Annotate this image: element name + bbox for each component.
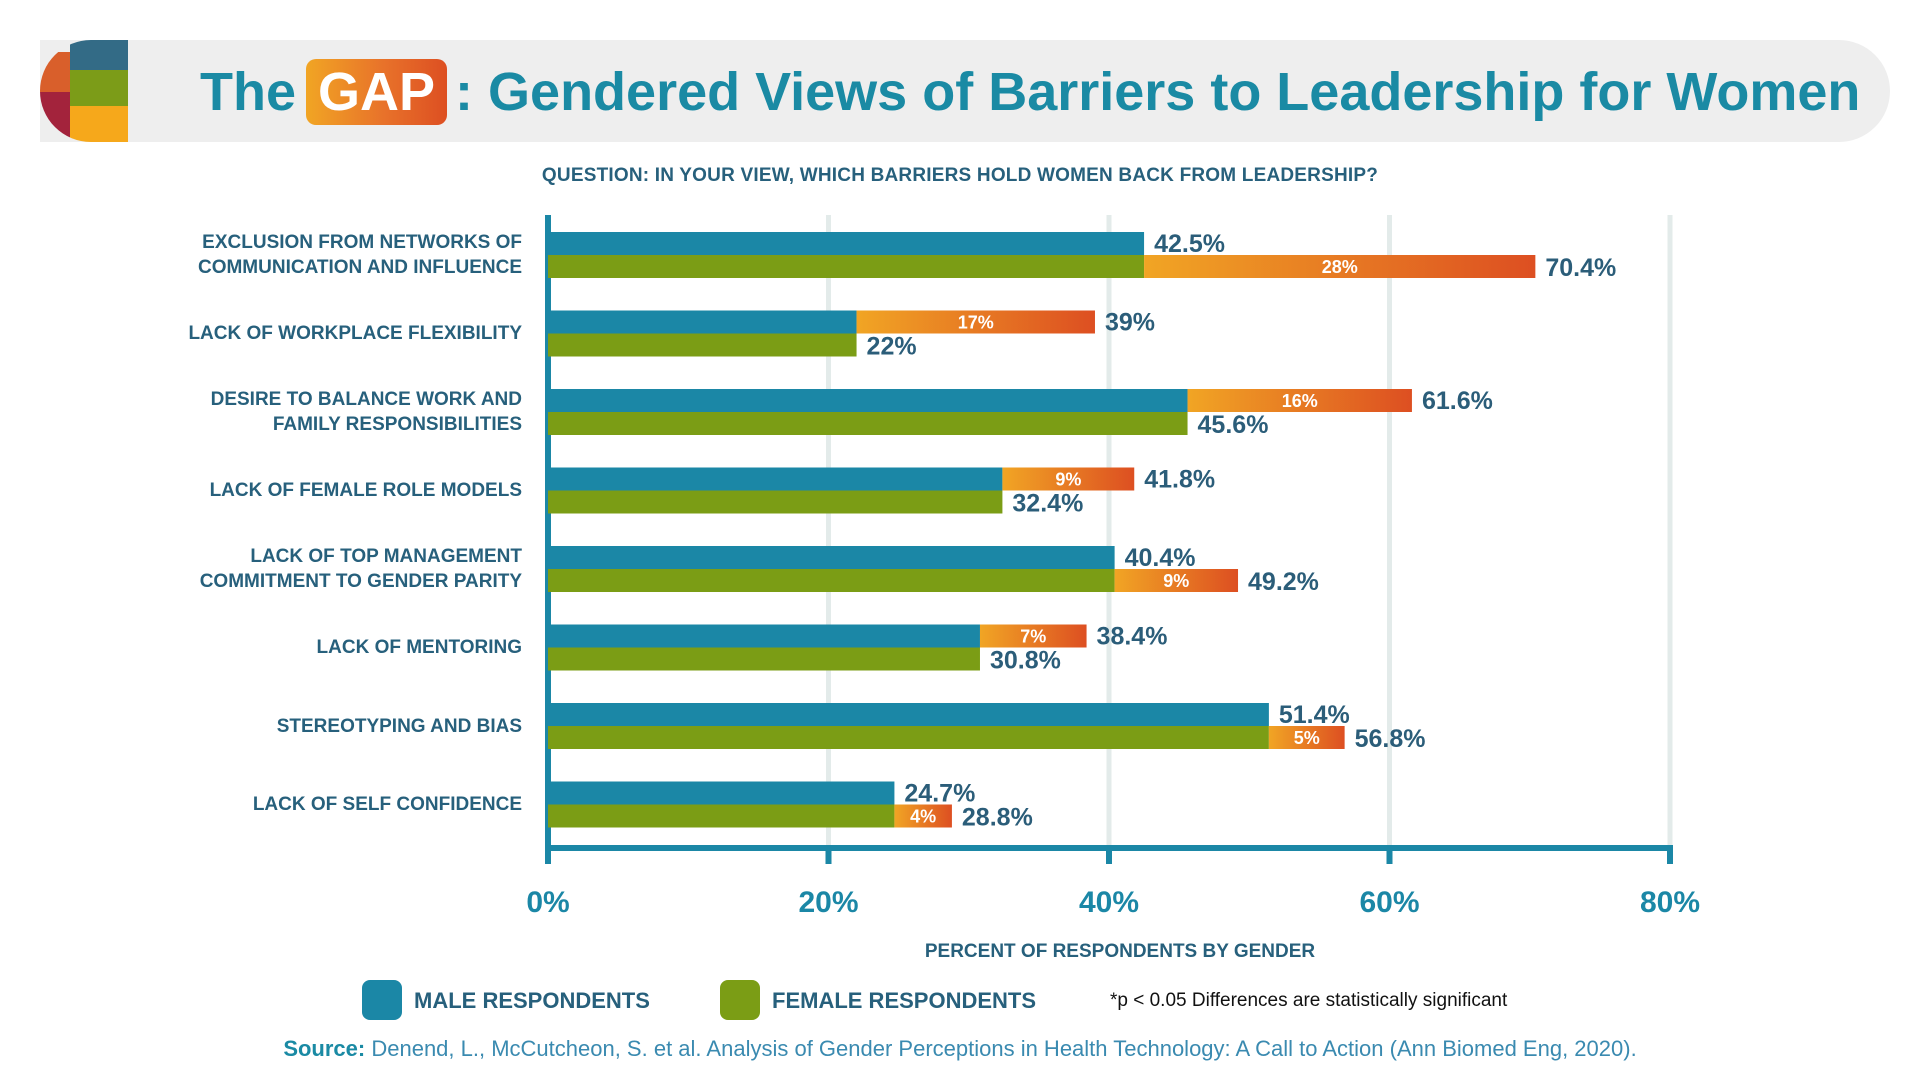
- source-text: Denend, L., McCutcheon, S. et al. Analys…: [365, 1036, 1637, 1061]
- category-label: LACK OF FEMALE ROLE MODELS: [209, 480, 522, 501]
- legend-male-swatch: [362, 980, 402, 1020]
- value-label-male: 39%: [1105, 309, 1155, 337]
- value-label-female: 49.2%: [1248, 568, 1319, 596]
- category-label: STEREOTYPING AND BIAS: [276, 715, 522, 737]
- x-tick-label: 60%: [1359, 886, 1419, 919]
- bar-female: [548, 647, 980, 671]
- bar-gap: [856, 310, 1095, 334]
- gap-label: 16%: [1282, 391, 1318, 411]
- x-tick-label: 20%: [798, 886, 858, 919]
- legend-male-label: MALE RESPONDENTS: [414, 988, 650, 1013]
- bar-male: [548, 310, 857, 334]
- value-label-male: 40.4%: [1125, 544, 1196, 572]
- logo-icon: [40, 40, 128, 142]
- legend-female-label: FEMALE RESPONDENTS: [772, 988, 1037, 1013]
- source-label: Source:: [283, 1036, 366, 1061]
- bar-female: [548, 333, 857, 357]
- bar-gap: [1187, 389, 1412, 412]
- bar-male: [548, 703, 1269, 726]
- source-citation: Source: Denend, L., McCutcheon, S. et al…: [0, 1036, 1920, 1062]
- title-prefix: The: [200, 62, 297, 122]
- legend-female-swatch: [720, 980, 760, 1020]
- category-label: EXCLUSION FROM NETWORKS OF COMMUNICATION…: [197, 232, 522, 278]
- x-tick-label: 40%: [1079, 886, 1139, 919]
- title-suffix: : Gendered Views of Barriers to Leadersh…: [455, 62, 1861, 122]
- gap-label: 4%: [910, 807, 936, 827]
- gap-label: 7%: [1020, 627, 1046, 647]
- value-label-female: 32.4%: [1012, 490, 1083, 518]
- page-title: The GAP : Gendered Views of Barriers to …: [200, 52, 1860, 132]
- bar-gap: [979, 624, 1087, 648]
- logo-block-red: [40, 92, 70, 142]
- bar-female: [548, 804, 895, 828]
- value-label-female: 22%: [867, 333, 917, 361]
- value-label-male: 24.7%: [904, 780, 975, 808]
- bar-female: [548, 569, 1115, 592]
- bar-male: [548, 624, 980, 648]
- bar-male: [548, 781, 895, 805]
- bar-female: [548, 490, 1003, 514]
- value-label-male: 61.6%: [1422, 387, 1493, 415]
- category-label: LACK OF SELF CONFIDENCE: [252, 794, 522, 815]
- chart-question: QUESTION: IN YOUR VIEW, WHICH BARRIERS H…: [541, 165, 1379, 186]
- significance-footnote: *p < 0.05 Differences are statistically …: [1110, 990, 1508, 1011]
- logo-block-yellow: [70, 106, 128, 142]
- bar-female: [548, 726, 1269, 749]
- gap-label: 5%: [1294, 728, 1320, 748]
- value-label-male: 42.5%: [1154, 230, 1225, 258]
- value-label-female: 30.8%: [990, 647, 1061, 675]
- bar-male: [548, 232, 1145, 255]
- bar-female: [548, 255, 1145, 278]
- value-label-female: 28.8%: [962, 804, 1033, 832]
- bar-gap: [894, 804, 952, 828]
- value-label-female: 70.4%: [1545, 254, 1616, 282]
- value-label-female: 45.6%: [1198, 411, 1269, 439]
- gap-label: 17%: [958, 313, 994, 333]
- gap-label: 9%: [1055, 470, 1081, 490]
- gap-label: 9%: [1163, 571, 1189, 591]
- bar-gap: [1144, 255, 1536, 278]
- logo-block-green: [70, 70, 128, 106]
- logo-block-orange: [40, 52, 70, 92]
- category-label: DESIRE TO BALANCE WORK AND FAMILY RESPON…: [210, 389, 522, 435]
- bar-gap: [1268, 726, 1345, 749]
- value-label-male: 51.4%: [1279, 701, 1350, 729]
- bar-male: [548, 467, 1003, 491]
- x-tick-label: 80%: [1640, 886, 1700, 919]
- value-label-male: 38.4%: [1097, 623, 1168, 651]
- bar-female: [548, 412, 1188, 435]
- title-highlight-badge: GAP: [306, 59, 448, 125]
- bar-male: [548, 546, 1115, 569]
- gap-label: 28%: [1322, 257, 1358, 277]
- x-tick-label: 0%: [526, 886, 569, 919]
- logo-block-blue: [70, 40, 128, 70]
- bar-male: [548, 389, 1188, 412]
- bar-gap: [1114, 569, 1239, 592]
- category-label: LACK OF WORKPLACE FLEXIBILITY: [188, 323, 522, 344]
- bar-gap: [1002, 467, 1135, 491]
- x-axis-label: PERCENT OF RESPONDENTS BY GENDER: [924, 941, 1316, 962]
- value-label-male: 41.8%: [1144, 466, 1215, 494]
- category-label: LACK OF TOP MANAGEMENT COMMITMENT TO GEN…: [199, 546, 522, 592]
- category-label: LACK OF MENTORING: [316, 637, 522, 658]
- value-label-female: 56.8%: [1355, 725, 1426, 753]
